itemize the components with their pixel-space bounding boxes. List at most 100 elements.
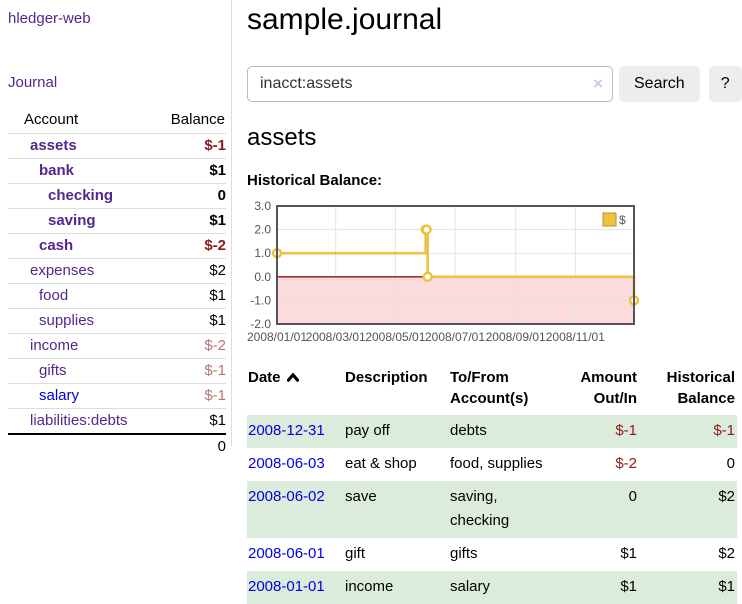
tofrom-accounts-cell: food, supplies	[450, 455, 543, 472]
account-name-cell: income	[8, 333, 145, 359]
account-row: expenses $2	[8, 258, 226, 284]
amount-cell: $-1	[615, 422, 637, 439]
date-cell: 2008-12-31	[247, 415, 344, 448]
date-link[interactable]: 2008-06-02	[248, 488, 325, 505]
amount-cell: $-2	[615, 455, 637, 472]
amount-cell: $1	[620, 578, 637, 595]
account-title: assets	[247, 124, 317, 151]
date-link[interactable]: 2008-12-31	[248, 422, 325, 439]
y-tick-label: 1.0	[254, 246, 271, 260]
date-cell: 2008-06-03	[247, 448, 344, 481]
plot-border	[276, 205, 635, 325]
account-balance-cell: $2	[144, 258, 226, 284]
date-cell: 2008-01-01	[247, 571, 344, 604]
amount-column-header[interactable]: Amount Out/In	[580, 369, 637, 407]
account-balance-cell: $-2	[144, 333, 226, 359]
account-link[interactable]: salary	[39, 387, 80, 404]
account-balance-cell: $-1	[144, 133, 226, 159]
account-name-cell: saving	[8, 208, 145, 234]
account-link[interactable]: cash	[39, 237, 74, 254]
account-row: bank $1	[8, 158, 226, 184]
account-balance-cell: $1	[144, 408, 226, 434]
account-link[interactable]: bank	[39, 162, 75, 179]
sidebar-item-journal[interactable]: Journal	[8, 74, 58, 91]
account-link[interactable]: income	[30, 337, 79, 354]
page-title: sample.journal	[247, 3, 443, 36]
tofrom-accounts-cell: debts	[450, 422, 487, 439]
account-link[interactable]: supplies	[39, 312, 95, 329]
account-name-cell: food	[8, 283, 145, 309]
main-content: sample.journal × Search ? assets Histori…	[232, 0, 742, 604]
search-button[interactable]: Search	[619, 66, 700, 102]
account-link[interactable]: liabilities:debts	[30, 412, 128, 429]
account-row: supplies $1	[8, 308, 226, 334]
total-label-cell	[8, 433, 145, 459]
description-cell: save	[345, 488, 377, 505]
legend-swatch	[602, 212, 617, 227]
date-link[interactable]: 2008-01-01	[248, 578, 325, 595]
date-column-header[interactable]: Date	[247, 363, 344, 415]
search-input[interactable]	[247, 66, 613, 102]
clear-search-icon[interactable]: ×	[593, 74, 603, 93]
balance-column-header: Balance	[170, 111, 225, 128]
account-balance-cell: $-2	[144, 233, 226, 259]
x-tick-label: 2008/01/01	[247, 330, 307, 344]
total-balance-cell: 0	[144, 433, 226, 459]
register-row: 2008-06-02 save saving, checking 0 $2	[247, 481, 737, 538]
search-bar: × Search ?	[247, 66, 742, 102]
date-link[interactable]: 2008-06-01	[248, 545, 325, 562]
help-button[interactable]: ?	[708, 66, 742, 102]
account-name-cell: gifts	[8, 358, 145, 384]
date-link[interactable]: 2008-06-03	[248, 455, 325, 472]
x-tick-label: 2008/07/01	[425, 330, 485, 344]
account-name-cell: cash	[8, 233, 145, 259]
x-tick-label: 2008/05/01	[365, 330, 425, 344]
y-tick-label: 2.0	[254, 223, 271, 237]
historical-balance-cell: 0	[726, 455, 735, 472]
description-column-header[interactable]: Description	[345, 369, 428, 386]
account-link[interactable]: expenses	[30, 262, 95, 279]
tofrom-column-header[interactable]: To/From Account(s)	[450, 369, 529, 407]
account-name-cell: checking	[8, 183, 145, 209]
register-table: Date Description To/From Account(s) Amou…	[247, 363, 737, 604]
date-header-label: Date	[248, 369, 281, 386]
y-tick-label: 3.0	[254, 199, 271, 213]
sidebar: hledger-web Journal Account Balance asse…	[0, 0, 232, 459]
chart-label: Historical Balance:	[247, 172, 383, 189]
account-link[interactable]: food	[39, 287, 69, 304]
account-name-cell: assets	[8, 133, 145, 159]
account-column-header: Account	[24, 111, 79, 128]
y-tick-label: -2.0	[250, 317, 271, 331]
search-input-wrapper: ×	[247, 66, 613, 102]
x-tick-label: 2008/09/01	[486, 330, 546, 344]
tofrom-accounts-cell: gifts	[450, 545, 478, 562]
account-balance-cell: $-1	[144, 383, 226, 409]
tofrom-accounts-cell: saving, checking	[450, 488, 510, 529]
historical-balance-chart: 3.0 2.0 1.0 0.0 -1.0 -2.02008/01/012008/03/01…	[247, 199, 640, 344]
account-link[interactable]: saving	[48, 212, 96, 229]
account-name-cell: bank	[8, 158, 145, 184]
account-link[interactable]: checking	[48, 187, 114, 204]
data-point-marker	[421, 224, 432, 235]
accounts-table: Account Balance assets $-1 bank $1 checking 0…	[8, 108, 226, 459]
account-link[interactable]: gifts	[39, 362, 67, 379]
account-name-cell: salary	[8, 383, 145, 409]
account-name-cell: liabilities:debts	[8, 408, 145, 434]
account-balance-cell: 0	[144, 183, 226, 209]
account-balance-cell: $-1	[144, 358, 226, 384]
app-title-link[interactable]: hledger-web	[8, 10, 91, 27]
account-row: assets $-1	[8, 133, 226, 159]
register-row: 2008-01-01 income salary $1 $1	[247, 571, 737, 604]
date-cell: 2008-06-01	[247, 538, 344, 571]
register-row: 2008-06-01 gift gifts $1 $2	[247, 538, 737, 571]
tofrom-accounts-cell: salary	[450, 578, 491, 595]
description-cell: income	[345, 578, 394, 595]
account-link[interactable]: assets	[30, 137, 77, 154]
accounts-header-row: Account Balance	[8, 108, 226, 134]
account-balance-cell: $1	[144, 283, 226, 309]
account-row: salary $-1	[8, 383, 226, 409]
historical-balance-cell: $2	[718, 488, 735, 505]
y-tick-label: 0.0	[254, 270, 271, 284]
historical-column-header[interactable]: Historical Balance	[666, 369, 735, 407]
